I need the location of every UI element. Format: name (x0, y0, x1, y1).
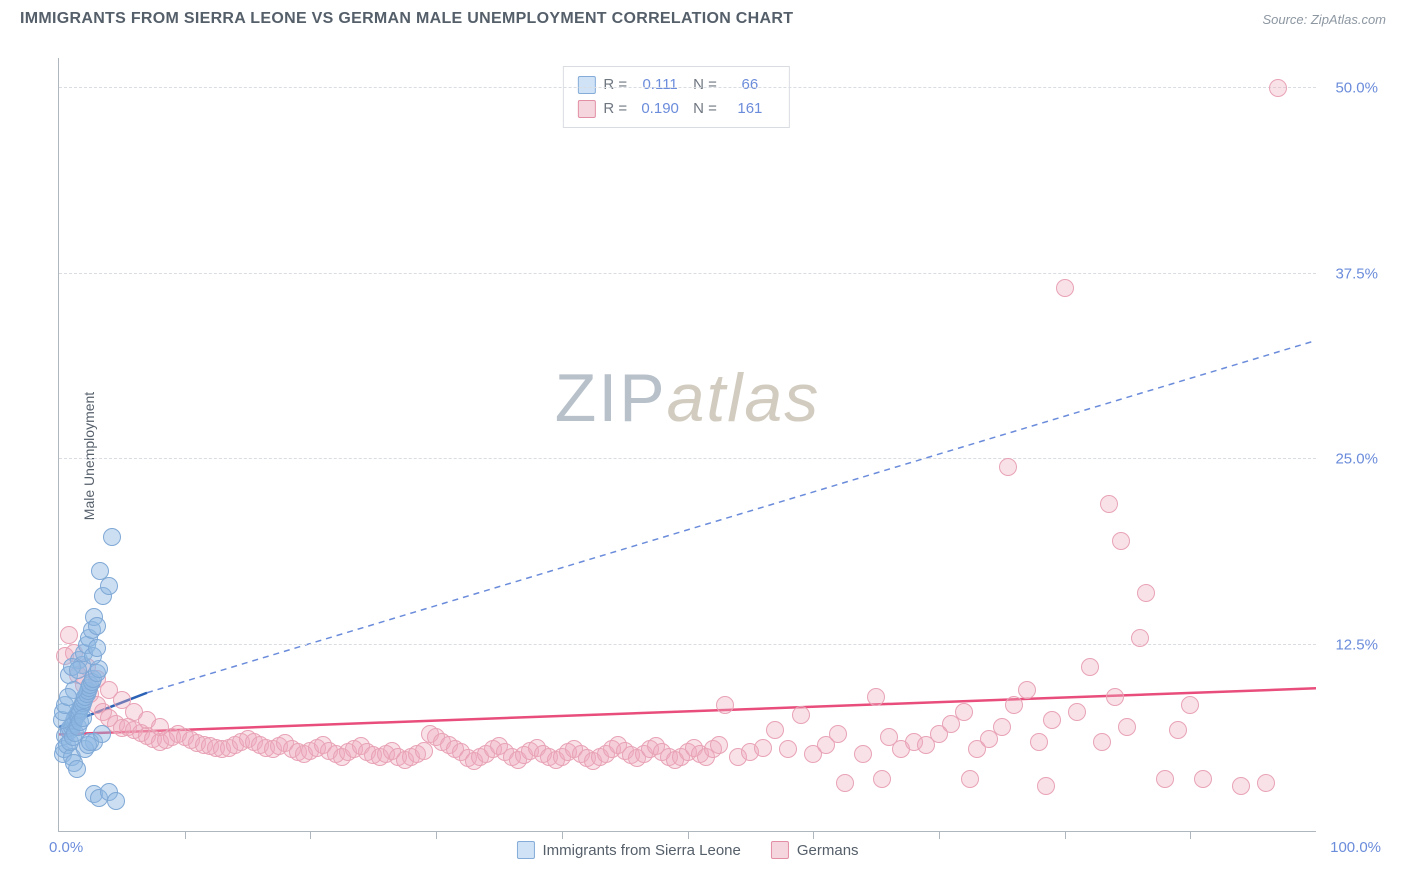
scatter-point (91, 562, 109, 580)
n-label: N = (693, 97, 717, 121)
scatter-point (1106, 688, 1124, 706)
r-value-blue: 0.111 (635, 73, 685, 97)
swatch-blue-icon (516, 841, 534, 859)
scatter-point (107, 792, 125, 810)
scatter-point (854, 745, 872, 763)
watermark: ZIPatlas (555, 359, 820, 437)
stats-legend: R = 0.111 N = 66 R = 0.190 N = 161 (562, 66, 790, 128)
scatter-point (93, 725, 111, 743)
scatter-point (88, 639, 106, 657)
scatter-point (1112, 532, 1130, 550)
scatter-point (1137, 584, 1155, 602)
source-label: Source: ZipAtlas.com (1262, 12, 1386, 27)
scatter-point (103, 528, 121, 546)
scatter-point (766, 721, 784, 739)
scatter-point (829, 725, 847, 743)
plot-area: ZIPatlas R = 0.111 N = 66 R = 0.190 N = … (58, 58, 1316, 832)
n-value-blue: 66 (725, 73, 775, 97)
y-tick-label: 12.5% (1335, 637, 1378, 654)
gridline (59, 458, 1316, 459)
legend-label-blue: Immigrants from Sierra Leone (542, 842, 740, 859)
scatter-point (993, 718, 1011, 736)
scatter-point (1169, 721, 1187, 739)
swatch-pink (577, 100, 595, 118)
y-tick-label: 37.5% (1335, 265, 1378, 282)
scatter-point (792, 706, 810, 724)
x-tick (688, 831, 689, 839)
scatter-point (1181, 696, 1199, 714)
scatter-point (68, 760, 86, 778)
x-tick (1190, 831, 1191, 839)
scatter-point (1030, 733, 1048, 751)
swatch-blue (577, 76, 595, 94)
scatter-point (1093, 733, 1111, 751)
scatter-point (961, 770, 979, 788)
chart-title: IMMIGRANTS FROM SIERRA LEONE VS GERMAN M… (20, 10, 793, 28)
scatter-point (867, 688, 885, 706)
scatter-point (1257, 774, 1275, 792)
swatch-pink-icon (771, 841, 789, 859)
scatter-point (74, 709, 92, 727)
scatter-point (88, 617, 106, 635)
watermark-zip: ZIP (555, 360, 667, 436)
trend-lines-svg (59, 58, 1316, 831)
scatter-point (1131, 629, 1149, 647)
scatter-point (836, 774, 854, 792)
legend-label-pink: Germans (797, 842, 859, 859)
scatter-point (1043, 711, 1061, 729)
scatter-point (716, 696, 734, 714)
scatter-point (1018, 681, 1036, 699)
gridline (59, 644, 1316, 645)
x-tick (310, 831, 311, 839)
stats-row-blue: R = 0.111 N = 66 (577, 73, 775, 97)
scatter-point (1037, 777, 1055, 795)
scatter-point (1156, 770, 1174, 788)
scatter-point (151, 718, 169, 736)
watermark-atlas: atlas (667, 360, 821, 436)
stats-row-pink: R = 0.190 N = 161 (577, 97, 775, 121)
scatter-point (955, 703, 973, 721)
scatter-point (754, 739, 772, 757)
scatter-point (60, 626, 78, 644)
scatter-point (1269, 79, 1287, 97)
gridline (59, 273, 1316, 274)
scatter-point (69, 661, 87, 679)
r-label: R = (603, 73, 627, 97)
y-tick-label: 25.0% (1335, 451, 1378, 468)
gridline (59, 87, 1316, 88)
x-tick (813, 831, 814, 839)
scatter-point (1056, 279, 1074, 297)
bottom-legend: Immigrants from Sierra Leone Germans (516, 841, 858, 859)
scatter-point (59, 688, 77, 706)
scatter-point (1118, 718, 1136, 736)
r-value-pink: 0.190 (635, 97, 685, 121)
scatter-point (1081, 658, 1099, 676)
x-tick (185, 831, 186, 839)
x-tick (939, 831, 940, 839)
x-tick (1065, 831, 1066, 839)
y-tick-label: 50.0% (1335, 79, 1378, 96)
x-origin-label: 0.0% (49, 839, 83, 856)
x-tick (562, 831, 563, 839)
scatter-point (999, 458, 1017, 476)
r-label: R = (603, 97, 627, 121)
legend-item-pink: Germans (771, 841, 859, 859)
scatter-point (779, 740, 797, 758)
scatter-point (1068, 703, 1086, 721)
legend-item-blue: Immigrants from Sierra Leone (516, 841, 740, 859)
scatter-point (1232, 777, 1250, 795)
x-max-label: 100.0% (1330, 839, 1381, 856)
n-label: N = (693, 73, 717, 97)
n-value-pink: 161 (725, 97, 775, 121)
scatter-point (1100, 495, 1118, 513)
scatter-point (710, 736, 728, 754)
scatter-point (873, 770, 891, 788)
chart-container: Male Unemployment ZIPatlas R = 0.111 N =… (50, 50, 1386, 862)
x-tick (436, 831, 437, 839)
scatter-point (1005, 696, 1023, 714)
scatter-point (1194, 770, 1212, 788)
